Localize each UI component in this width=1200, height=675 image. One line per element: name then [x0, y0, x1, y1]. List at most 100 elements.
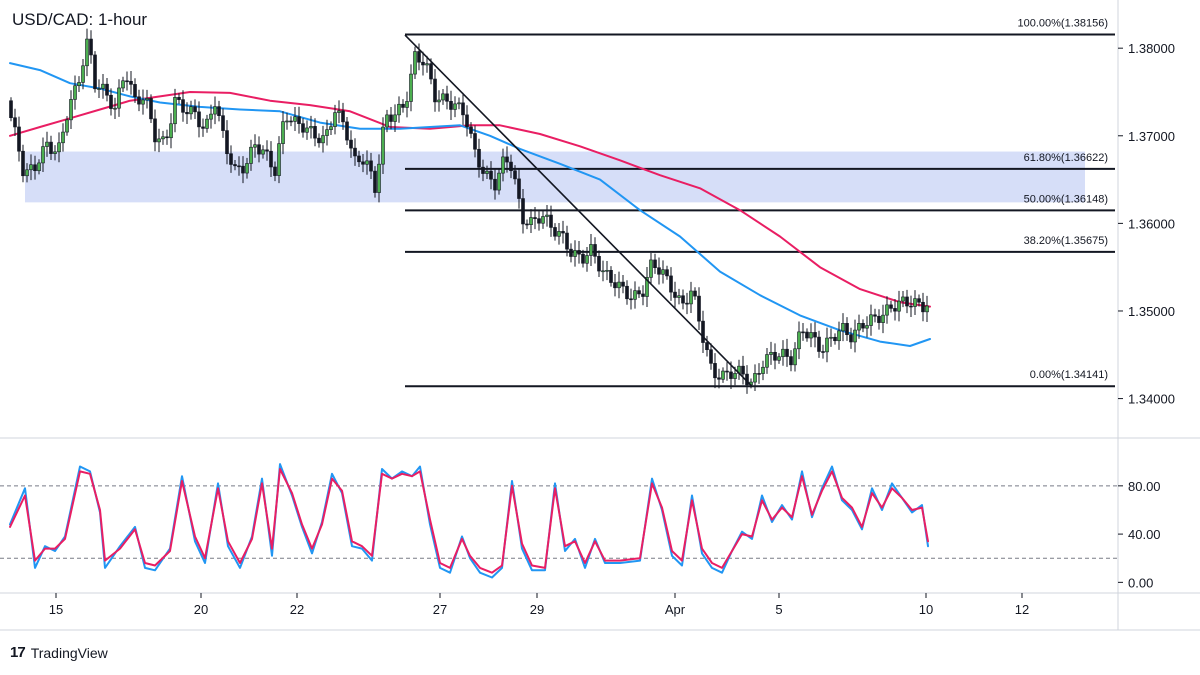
candle-down [461, 102, 465, 116]
candle-up [545, 214, 549, 217]
candle-down [153, 118, 157, 143]
candle-down [685, 302, 689, 305]
candle-down [349, 139, 353, 149]
candle-down [489, 170, 493, 180]
candle-down [641, 293, 645, 297]
candle-up [689, 290, 693, 305]
candle-up [397, 103, 401, 116]
candle-up [769, 351, 773, 355]
candle-up [309, 126, 313, 129]
candle-down [93, 54, 97, 90]
candle-down [129, 80, 133, 85]
candle-up [829, 336, 833, 339]
candle-down [577, 250, 581, 255]
candle-down [817, 336, 821, 352]
time-tick-label: 12 [1015, 602, 1029, 617]
candle-down [269, 150, 273, 168]
candle-up [293, 116, 297, 122]
candle-up [633, 290, 637, 300]
candle-down [889, 304, 893, 309]
candle-down [741, 365, 745, 375]
candle-down [593, 244, 597, 257]
candle-up [365, 160, 369, 165]
candle-up [541, 216, 545, 224]
candle-down [757, 373, 761, 375]
candle-up [321, 135, 325, 144]
time-tick-label: 27 [433, 602, 447, 617]
candle-down [133, 84, 137, 98]
candle-up [101, 83, 105, 89]
candle-up [797, 331, 801, 350]
candle-up [529, 217, 533, 226]
candle-up [781, 348, 785, 358]
candle-up [325, 129, 329, 136]
stoch-k-line [9, 463, 929, 579]
candle-down [165, 136, 169, 139]
candle-down [125, 80, 129, 83]
candle-down [549, 214, 553, 228]
candle-up [65, 119, 69, 133]
candle-up [169, 123, 173, 139]
candle-up [841, 323, 845, 332]
candle-down [921, 301, 925, 313]
candle-down [893, 308, 897, 312]
candle-down [525, 223, 529, 226]
candle-down [493, 178, 497, 191]
candle-down [729, 371, 733, 379]
candle-down [149, 98, 153, 120]
candle-down [373, 170, 377, 193]
candle-up [869, 314, 873, 326]
candle-down [697, 295, 701, 322]
candle-down [33, 164, 37, 172]
candle-down [705, 342, 709, 351]
candle-down [701, 320, 705, 343]
candle-down [469, 126, 473, 134]
candle-down [345, 121, 349, 141]
candle-down [609, 269, 613, 283]
candle-down [317, 137, 321, 144]
candle-up [85, 38, 89, 67]
candle-up [97, 88, 101, 90]
candle-up [381, 126, 385, 165]
candle-down [533, 217, 537, 219]
osc-tick-label: 0.00 [1128, 575, 1153, 590]
candle-down [401, 103, 405, 108]
tradingview-logo-icon: 17 [10, 644, 26, 661]
candle-down [241, 165, 245, 174]
candle-up [501, 156, 505, 174]
candle-down [629, 298, 633, 301]
candle-down [197, 111, 201, 128]
candle-down [813, 332, 817, 338]
candle-up [333, 112, 337, 127]
candle-down [637, 290, 641, 295]
candle-down [465, 114, 469, 128]
candle-up [41, 146, 45, 164]
candle-down [805, 331, 809, 339]
candle-up [329, 126, 333, 130]
candle-up [457, 102, 461, 105]
candle-down [421, 61, 425, 66]
candle-down [9, 100, 13, 119]
fib-level-label: 38.20%(1.35675) [1024, 235, 1108, 247]
fib-level-label: 0.00%(1.34141) [1030, 369, 1108, 381]
tradingview-brand[interactable]: 17 TradingView [10, 644, 108, 661]
candle-up [277, 143, 281, 176]
candle-down [845, 323, 849, 335]
candle-up [245, 163, 249, 174]
candle-down [433, 78, 437, 103]
candle-down [613, 282, 617, 289]
candle-down [681, 295, 685, 304]
candle-down [185, 112, 189, 115]
candle-down [273, 166, 277, 176]
candle-up [897, 300, 901, 312]
candle-up [753, 373, 757, 383]
candle-down [353, 147, 357, 157]
price-tick-label: 1.36000 [1128, 216, 1175, 231]
candle-up [145, 98, 149, 101]
candle-down [449, 100, 453, 110]
fib-level-label: 50.00%(1.36148) [1024, 193, 1108, 205]
candle-up [81, 65, 85, 83]
candle-down [569, 248, 573, 257]
candle-down [109, 94, 113, 109]
candle-down [561, 231, 565, 234]
